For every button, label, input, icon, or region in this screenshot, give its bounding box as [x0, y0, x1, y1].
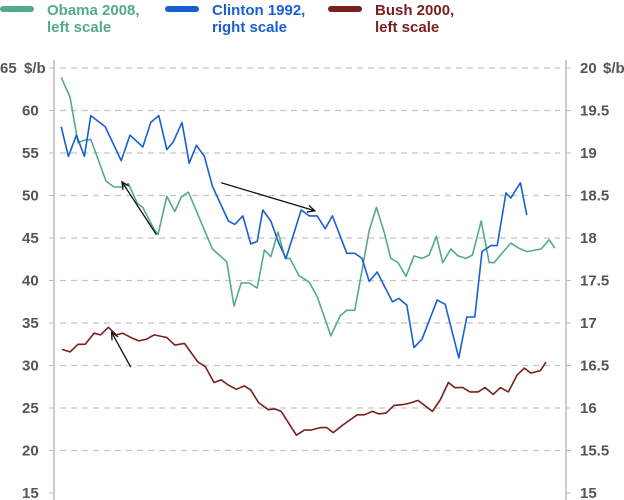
annotation-arrow	[111, 332, 132, 368]
right-tick-label: 20	[580, 60, 597, 77]
left-axis-unit: $/b	[24, 60, 46, 77]
arrowhead-icon	[110, 331, 119, 341]
gridlines	[60, 67, 560, 452]
annotation-arrows	[110, 180, 317, 368]
right-axis-unit: $/b	[603, 60, 624, 77]
legend-sublabel: left scale	[375, 19, 439, 36]
left-tick-label: 20	[22, 443, 39, 460]
left-tick-label: 60	[22, 103, 39, 120]
tick-labels: 65 60 55 50 45 40 35 30 25 20 15 $/b 20 19.5 19 18.5 18 1…	[0, 60, 624, 500]
series-line-0	[60, 77, 556, 337]
left-tick-label: 55	[22, 145, 39, 162]
right-tick-label: 18.5	[580, 188, 609, 205]
left-tick-label: 25	[22, 400, 39, 417]
right-tick-label: 18	[580, 230, 597, 247]
left-tick-label: 35	[22, 315, 39, 332]
legend-label: Bush 2000,	[375, 2, 454, 19]
annotation-arrow	[221, 182, 315, 212]
series-lines	[60, 77, 556, 437]
legend-sublabel: right scale	[212, 19, 287, 36]
right-tick-label: 19.5	[580, 103, 609, 120]
left-tick-label: 50	[22, 188, 39, 205]
arrowhead-icon	[121, 180, 130, 190]
left-tick-label: 45	[22, 230, 39, 247]
right-tick-label: 16	[580, 400, 597, 417]
left-tick-label: 15	[22, 485, 39, 500]
right-tick-label: 17.5	[580, 273, 609, 290]
annotation-arrow	[121, 181, 157, 235]
axes	[49, 60, 571, 500]
right-tick-label: 15	[580, 485, 597, 500]
left-tick-label: 40	[22, 273, 39, 290]
legend-label: Obama 2008,	[47, 2, 140, 19]
right-tick-label: 19	[580, 145, 597, 162]
series-line-1	[60, 114, 528, 359]
right-tick-label: 17	[580, 315, 597, 332]
right-tick-label: 16.5	[580, 358, 609, 375]
left-tick-label: 30	[22, 358, 39, 375]
legend-label: Clinton 1992,	[212, 2, 305, 19]
arrowhead-icon	[306, 204, 317, 213]
series-line-2	[61, 326, 547, 437]
legend-sublabel: left scale	[47, 19, 111, 36]
right-tick-label: 15.5	[580, 443, 609, 460]
left-tick-label: 65	[0, 60, 17, 77]
